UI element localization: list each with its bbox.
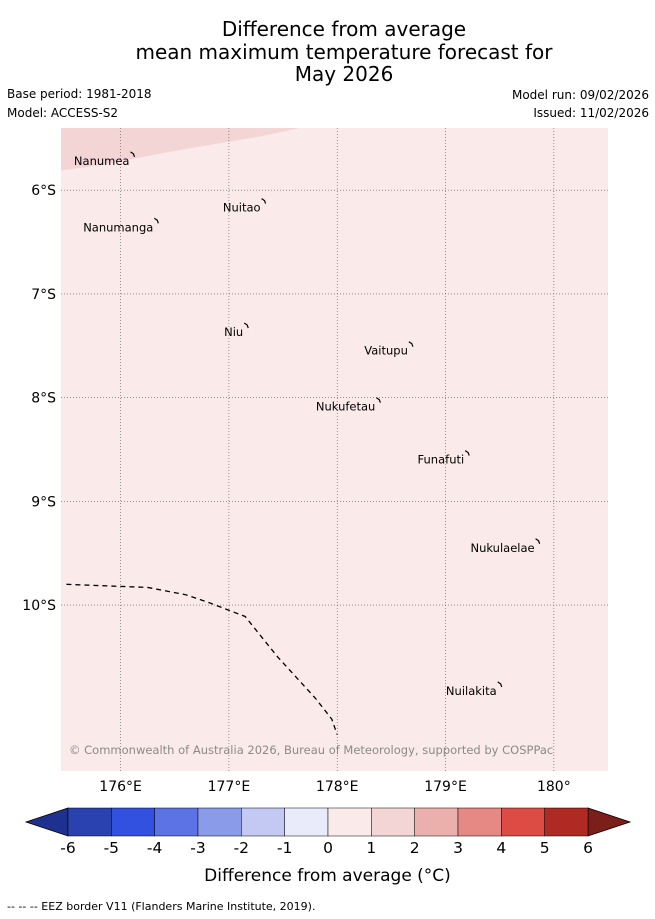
colorbar-tick-label: -5 [104,839,119,857]
island-outline [376,397,381,403]
island-nukulaelae: Nukulaelae [470,538,541,555]
colorbar-segment [371,807,415,837]
latitude-tick-label: 6°S [31,183,56,199]
model-name: Model: ACCESS-S2 [7,106,119,120]
colorbar-tick-label: -1 [277,839,292,857]
island-funafuti: Funafuti [418,450,470,467]
anomaly-region-1-to-2 [61,128,608,171]
base-period: Base period: 1981-2018 [7,87,152,101]
colorbar: -6 -5 -4 -3 -2 -1 0 1 2 3 4 5 6 [24,807,632,857]
longitude-labels: 176°E 177°E 178°E 179°E 180° [99,779,570,795]
colorbar-over-arrow [587,807,632,837]
colorbar-tick-label: 5 [540,839,550,857]
island-nanumanga: Nanumanga [83,217,159,234]
island-label: Niu [224,325,243,339]
colorbar-segment [327,807,372,837]
latitude-labels: 6°S 7°S 8°S 9°S 10°S [22,183,56,614]
island-outline [153,217,159,224]
title-line-2: mean maximum temperature forecast for [135,39,553,64]
colorbar-label: Difference from average (°C) [204,866,451,886]
islands: Nanumea Nuitao Nanumanga Niu Vaitupu Nukufeta… [74,151,541,698]
latitude-tick-label: 9°S [31,494,56,510]
issued-date: Issued: 11/02/2026 [533,106,649,120]
colorbar-under-arrow [24,807,69,837]
colorbar-segment [241,807,285,837]
island-outline [535,538,541,544]
title-line-3: May 2026 [294,62,394,86]
colorbar-segment [414,807,459,837]
island-vaitupu: Vaitupu [364,341,414,358]
colorbar-segment [67,807,112,837]
island-label: Nukufetau [316,400,375,414]
island-outline [464,450,470,456]
latitude-tick-label: 10°S [22,598,56,614]
longitude-tick-label: 180° [537,779,571,795]
island-nukufetau: Nukufetau [316,397,381,414]
colorbar-tick-label: 3 [453,839,463,857]
colorbar-tick-label: -4 [147,839,162,857]
island-nuilakita: Nuilakita [446,681,503,698]
island-label: Funafuti [418,453,465,467]
colorbar-tick-label: 2 [410,839,420,857]
colorbar-segment [457,807,502,837]
chart-title: Difference from average mean maximum tem… [0,18,655,86]
island-nanumea: Nanumea [74,151,136,168]
colorbar-tick-label: -6 [60,839,75,857]
plot-area: Nanumea Nuitao Nanumanga Niu Vaitupu Nukufeta… [61,128,608,771]
eez-footnote: -- -- -- EEZ border V11 (Flanders Marine… [7,900,316,913]
island-label: Nuitao [223,201,261,215]
island-outline [497,681,503,688]
colorbar-tick-label: 0 [323,839,333,857]
island-niu: Niu [224,322,249,339]
copyright-note: © Commonwealth of Australia 2026, Bureau… [69,743,553,757]
island-outline [130,151,136,158]
colorbar-tick-label: 1 [366,839,376,857]
anomaly-region-0-to-1 [61,128,608,771]
colorbar-segment [154,807,199,837]
title-line-1: Difference from average [221,17,467,41]
latitude-tick-label: 7°S [31,287,56,303]
island-nuitao: Nuitao [223,198,267,215]
colorbar-tick-label: -3 [190,839,205,857]
colorbar-tick-label: 6 [583,839,593,857]
island-label: Vaitupu [364,344,408,358]
longitude-tick-label: 176°E [99,779,142,795]
colorbar-segment [111,807,155,837]
eez-border [66,583,338,735]
colorbar-segment [501,807,545,837]
longitude-tick-label: 179°E [424,779,467,795]
longitude-tick-label: 177°E [208,779,251,795]
longitude-tick-label: 178°E [316,779,359,795]
colorbar-segment [544,807,589,837]
colorbar-segment [197,807,242,837]
island-outline [261,198,267,204]
island-label: Nuilakita [446,684,497,698]
colorbar-segment [284,807,329,837]
colorbar-tick-label: -2 [234,839,249,857]
model-run: Model run: 09/02/2026 [511,88,649,102]
island-label: Nanumanga [83,220,153,234]
gridlines [61,128,608,771]
island-outline [408,341,414,347]
latitude-tick-label: 8°S [31,391,56,407]
island-outline [243,322,249,329]
island-label: Nukulaelae [470,541,534,555]
colorbar-tick-label: 4 [496,839,506,857]
island-label: Nanumea [74,154,130,168]
